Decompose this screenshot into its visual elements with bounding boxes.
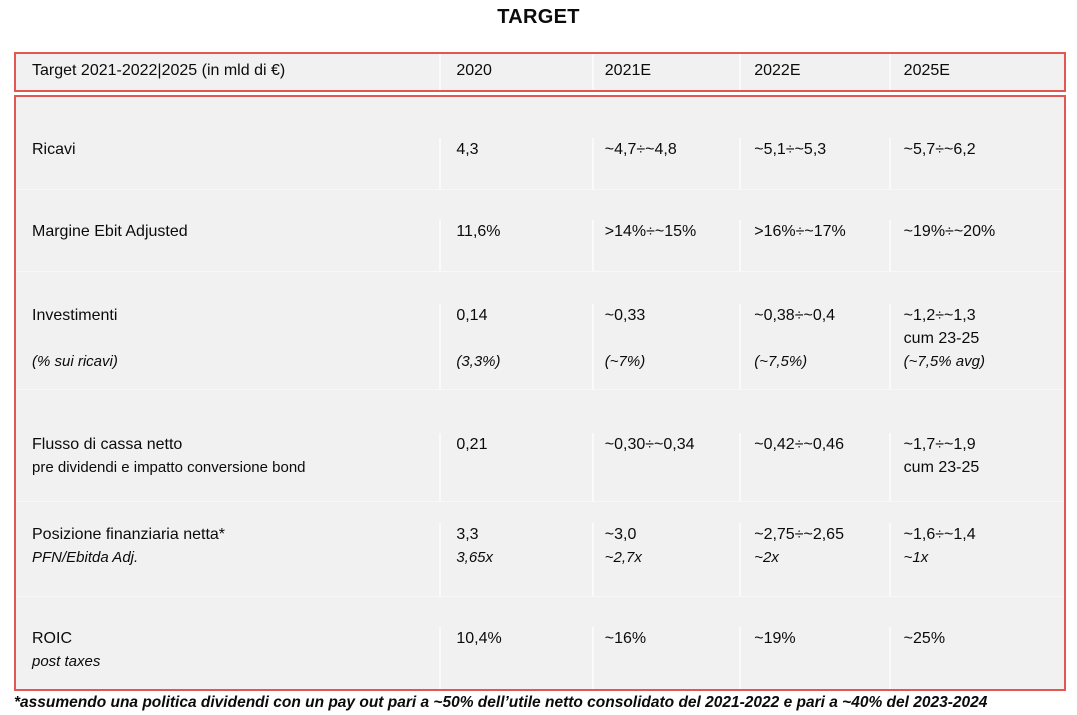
cell-line: 4,3 xyxy=(456,141,479,158)
row-label-cell: Flusso di cassa netto pre dividendi e imp… xyxy=(16,433,439,501)
cell-line: ~1,6÷~1,4 xyxy=(903,526,976,543)
header-year-2020: 2020 xyxy=(439,54,591,90)
value-cell: >16%÷~17% xyxy=(739,220,888,271)
cell-line: (~7,5% avg) xyxy=(903,353,985,370)
cell-line: ~19%÷~20% xyxy=(903,223,996,240)
cell-line: ~16% xyxy=(604,630,647,647)
header-label-cell: Target 2021-2022|2025 (in mld di €) xyxy=(16,54,439,90)
cell-line: 11,6% xyxy=(456,223,501,240)
cell-line: ~5,7÷~6,2 xyxy=(903,141,976,158)
cell-line: ROIC xyxy=(32,630,72,647)
cell-line: ~5,1÷~5,3 xyxy=(754,141,827,158)
value-cell: >14%÷~15% xyxy=(591,220,739,271)
cell-line: Margine Ebit Adjusted xyxy=(32,223,188,240)
cell-line: ~0,42÷~0,46 xyxy=(754,436,844,453)
cell-line xyxy=(754,327,888,350)
table-row: Ricavi 4,3 ~4,7÷~4,8 ~5,1÷~5,3 ~5,7÷~6,2 xyxy=(16,97,1064,189)
cell-line: ~2,75÷~2,65 xyxy=(754,526,844,543)
table-row: Investimenti (% sui ricavi) 0,14 (3,3%) ~0,3… xyxy=(16,271,1064,389)
table-row: Margine Ebit Adjusted 11,6% >14%÷~15% >16%÷… xyxy=(16,189,1064,271)
cell-line: 3,65x xyxy=(456,549,494,566)
cell-line: ~1x xyxy=(903,549,929,566)
header-year-2025E: 2025E xyxy=(888,54,1064,90)
value-cell: 3,3 3,65x xyxy=(439,523,591,596)
header-year-label: 2020 xyxy=(456,61,492,79)
cell-line: ~1,7÷~1,9 xyxy=(903,436,976,453)
cell-line: 0,21 xyxy=(456,436,488,453)
cell-line: 0,14 xyxy=(456,307,488,324)
value-cell: ~4,7÷~4,8 xyxy=(591,138,739,189)
value-cell: ~16% xyxy=(591,627,739,689)
cell-line: Flusso di cassa netto xyxy=(32,436,183,453)
cell-line: ~0,38÷~0,4 xyxy=(754,307,836,324)
row-label-cell: Investimenti (% sui ricavi) xyxy=(16,304,439,389)
cell-line: (~7%) xyxy=(604,353,646,370)
target-table: Target 2021-2022|2025 (in mld di €) 2020… xyxy=(14,52,1066,691)
value-cell: 0,21 xyxy=(439,433,591,501)
header-label: Target 2021-2022|2025 (in mld di €) xyxy=(32,61,286,79)
value-cell: ~5,7÷~6,2 xyxy=(888,138,1064,189)
cell-line xyxy=(456,327,591,350)
value-cell: ~2,75÷~2,65 ~2x xyxy=(739,523,888,596)
cell-line: >16%÷~17% xyxy=(754,223,846,240)
value-cell: 11,6% xyxy=(439,220,591,271)
table-body: Ricavi 4,3 ~4,7÷~4,8 ~5,1÷~5,3 ~5,7÷~6,2 Marg… xyxy=(14,95,1066,691)
table-row: Posizione finanziaria netta* PFN/Ebitda A… xyxy=(16,501,1064,596)
table-header-row: Target 2021-2022|2025 (in mld di €) 2020… xyxy=(14,52,1066,92)
cell-line: PFN/Ebitda Adj. xyxy=(32,549,139,566)
cell-line: Ricavi xyxy=(32,141,76,158)
page-title: TARGET xyxy=(497,6,580,28)
value-cell: ~0,38÷~0,4 (~7,5%) xyxy=(739,304,888,389)
cell-line: Posizione finanziaria netta* xyxy=(32,526,226,543)
cell-line: cum 23-25 xyxy=(903,330,980,347)
value-cell: ~19% xyxy=(739,627,888,689)
footnote: *assumendo una politica dividendi con un… xyxy=(14,694,988,711)
header-year-2021E: 2021E xyxy=(591,54,739,90)
table-row: ROIC post taxes 10,4% ~16% ~19% ~25% xyxy=(16,596,1064,689)
value-cell: ~5,1÷~5,3 xyxy=(739,138,888,189)
cell-line: ~1,2÷~1,3 xyxy=(903,307,976,324)
cell-line: ~4,7÷~4,8 xyxy=(604,141,677,158)
row-label-cell: Ricavi xyxy=(16,138,439,189)
cell-line: 3,3 xyxy=(456,526,479,543)
row-label-cell: ROIC post taxes xyxy=(16,627,439,689)
cell-line: ~3,0 xyxy=(604,526,637,543)
cell-line: ~2,7x xyxy=(604,549,642,566)
value-cell: ~1,6÷~1,4 ~1x xyxy=(888,523,1064,596)
value-cell: ~1,7÷~1,9 cum 23-25 xyxy=(888,433,1064,501)
cell-line: (3,3%) xyxy=(456,353,501,370)
cell-line: (~7,5%) xyxy=(754,353,808,370)
cell-line: post taxes xyxy=(32,653,101,670)
value-cell: ~25% xyxy=(888,627,1064,689)
cell-line xyxy=(605,327,739,350)
value-cell: 4,3 xyxy=(439,138,591,189)
cell-line: ~0,33 xyxy=(604,307,646,324)
cell-line: cum 23-25 xyxy=(903,459,980,476)
value-cell: ~0,30÷~0,34 xyxy=(591,433,739,501)
cell-line: ~19% xyxy=(754,630,796,647)
value-cell: ~1,2÷~1,3 cum 23-25 (~7,5% avg) xyxy=(888,304,1064,389)
row-label-cell: Margine Ebit Adjusted xyxy=(16,220,439,271)
cell-line: (% sui ricavi) xyxy=(32,353,118,370)
header-year-label: 2022E xyxy=(754,61,801,79)
cell-line: ~0,30÷~0,34 xyxy=(604,436,695,453)
header-year-2022E: 2022E xyxy=(739,54,888,90)
header-year-label: 2025E xyxy=(903,61,950,79)
cell-line: ~25% xyxy=(903,630,946,647)
cell-line: 10,4% xyxy=(456,630,502,647)
cell-line: >14%÷~15% xyxy=(604,223,697,240)
value-cell: ~0,33 (~7%) xyxy=(591,304,739,389)
cell-line: Investimenti xyxy=(32,307,118,324)
table-row: Flusso di cassa netto pre dividendi e imp… xyxy=(16,389,1064,501)
cell-line: ~2x xyxy=(754,549,779,566)
cell-line xyxy=(32,327,439,350)
value-cell: ~3,0 ~2,7x xyxy=(591,523,739,596)
value-cell: 10,4% xyxy=(439,627,591,689)
value-cell: 0,14 (3,3%) xyxy=(439,304,591,389)
row-label-cell: Posizione finanziaria netta* PFN/Ebitda A… xyxy=(16,523,439,596)
value-cell: ~0,42÷~0,46 xyxy=(739,433,888,501)
value-cell: ~19%÷~20% xyxy=(888,220,1064,271)
cell-line: pre dividendi e impatto conversione bond xyxy=(32,459,306,476)
header-year-label: 2021E xyxy=(604,61,652,79)
